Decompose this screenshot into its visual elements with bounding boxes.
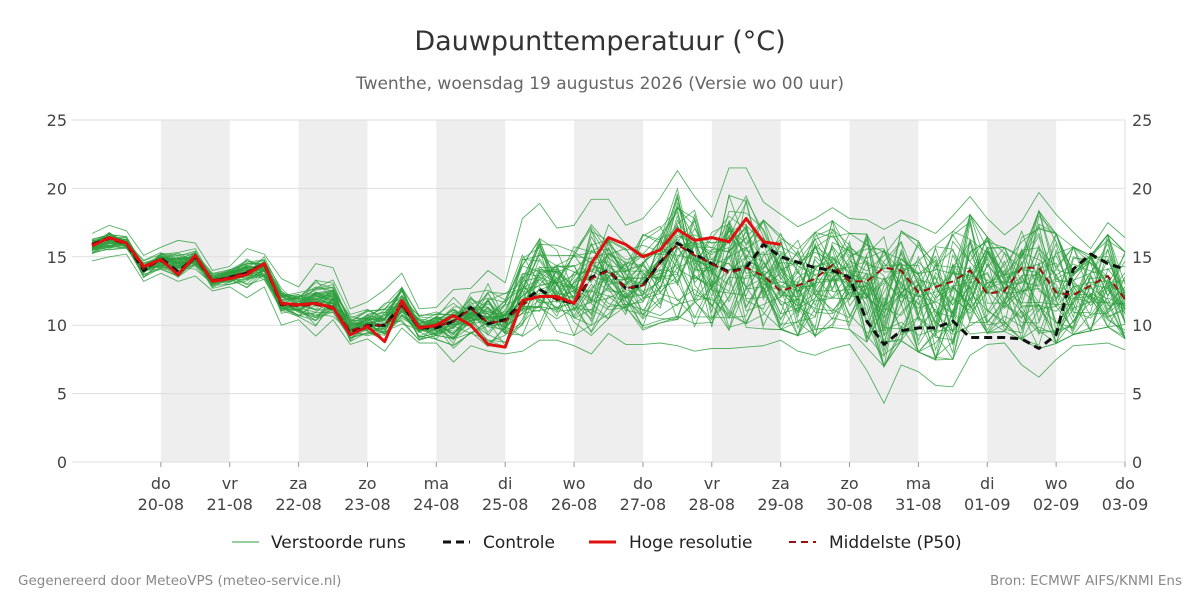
x-tick-date-4: 24-08: [413, 495, 460, 514]
ensemble-member-44: [91, 187, 1126, 327]
x-tick-weekday-4: ma: [424, 474, 449, 493]
chart-subtitle: Twenthe, woensdag 19 augustus 2026 (Vers…: [355, 74, 844, 94]
y-tick-left-20: 20: [47, 179, 67, 198]
shaded-day-0: [160, 120, 230, 462]
x-tick-weekday-11: ma: [906, 474, 931, 493]
y-tick-left-25: 25: [47, 111, 67, 130]
ensemble-member-34: [91, 196, 1126, 333]
x-tick-weekday-2: za: [289, 474, 307, 493]
x-tick-weekday-5: di: [498, 474, 513, 493]
x-tick-date-1: 21-08: [206, 495, 253, 514]
x-tick-weekday-10: zo: [840, 474, 858, 493]
x-tick-weekday-6: wo: [563, 474, 586, 493]
y-tick-left-10: 10: [47, 316, 67, 335]
x-tick-date-9: 29-08: [757, 495, 804, 514]
y-tick-right-5: 5: [1132, 385, 1142, 404]
ensemble-member-39: [91, 243, 1126, 361]
x-tick-weekday-8: vr: [704, 474, 720, 493]
series-line-middelste-p50: [91, 238, 1126, 332]
legend-label-controle: Controle: [483, 533, 555, 553]
legend-label-hoge-resolutie: Hoge resolutie: [629, 533, 753, 553]
x-tick-date-6: 26-08: [551, 495, 598, 514]
x-tick-date-11: 31-08: [895, 495, 942, 514]
ensemble-member-49: [91, 242, 1126, 360]
legend-label-middelste: Middelste (P50): [829, 533, 962, 553]
x-tick-date-10: 30-08: [826, 495, 873, 514]
series-line-hoge-resolutie: [91, 217, 781, 349]
x-tick-weekday-1: vr: [222, 474, 238, 493]
y-tick-right-20: 20: [1132, 179, 1152, 198]
footer-generated-by: Gegenereerd door MeteoVPS (meteo-service…: [18, 573, 341, 589]
x-tick-date-0: 20-08: [138, 495, 185, 514]
y-tick-right-10: 10: [1132, 316, 1152, 335]
y-tick-right-25: 25: [1132, 111, 1152, 130]
y-tick-left-15: 15: [47, 248, 67, 267]
footer-source: Bron: ECMWF AIFS/KNMI Ens: [990, 573, 1182, 589]
x-tick-weekday-14: do: [1115, 474, 1135, 493]
x-tick-weekday-12: di: [980, 474, 995, 493]
ensemble-member-35: [91, 207, 1126, 331]
x-tick-date-5: 25-08: [482, 495, 529, 514]
y-tick-right-15: 15: [1132, 248, 1152, 267]
x-tick-date-2: 22-08: [275, 495, 322, 514]
x-tick-date-7: 27-08: [620, 495, 667, 514]
shaded-day-2: [436, 120, 506, 462]
ensemble-lines: [91, 167, 1126, 405]
ensemble-member-25: [91, 245, 1126, 347]
legend: Verstoorde runs Controle Hoge resolutie …: [232, 533, 962, 553]
legend-label-verstoorde-runs: Verstoorde runs: [271, 533, 406, 553]
x-tick-date-12: 01-09: [964, 495, 1011, 514]
x-tick-weekday-3: zo: [358, 474, 376, 493]
x-tick-date-8: 28-08: [689, 495, 736, 514]
axis-ticks: 0 0 5 5 10 10 15 15 20 20 25 25 do 20-08 vr 21-08 za 22-0…: [47, 111, 1153, 514]
ensemble-envelope-max: [91, 167, 1126, 310]
y-tick-right-0: 0: [1132, 453, 1142, 472]
series-line-controle: [91, 236, 1126, 350]
x-tick-weekday-9: za: [772, 474, 790, 493]
y-tick-left-5: 5: [57, 385, 67, 404]
x-tick-weekday-13: wo: [1045, 474, 1068, 493]
ensemble-envelope-min: [91, 253, 1126, 405]
y-tick-left-0: 0: [57, 453, 67, 472]
x-tick-date-14: 03-09: [1102, 495, 1149, 514]
x-tick-date-13: 02-09: [1033, 495, 1080, 514]
x-tick-weekday-0: do: [151, 474, 171, 493]
x-tick-weekday-7: do: [633, 474, 653, 493]
x-tick-date-3: 23-08: [344, 495, 391, 514]
main-series-lines: [91, 217, 1126, 350]
chart-title: Dauwpunttemperatuur (°C): [414, 26, 785, 57]
